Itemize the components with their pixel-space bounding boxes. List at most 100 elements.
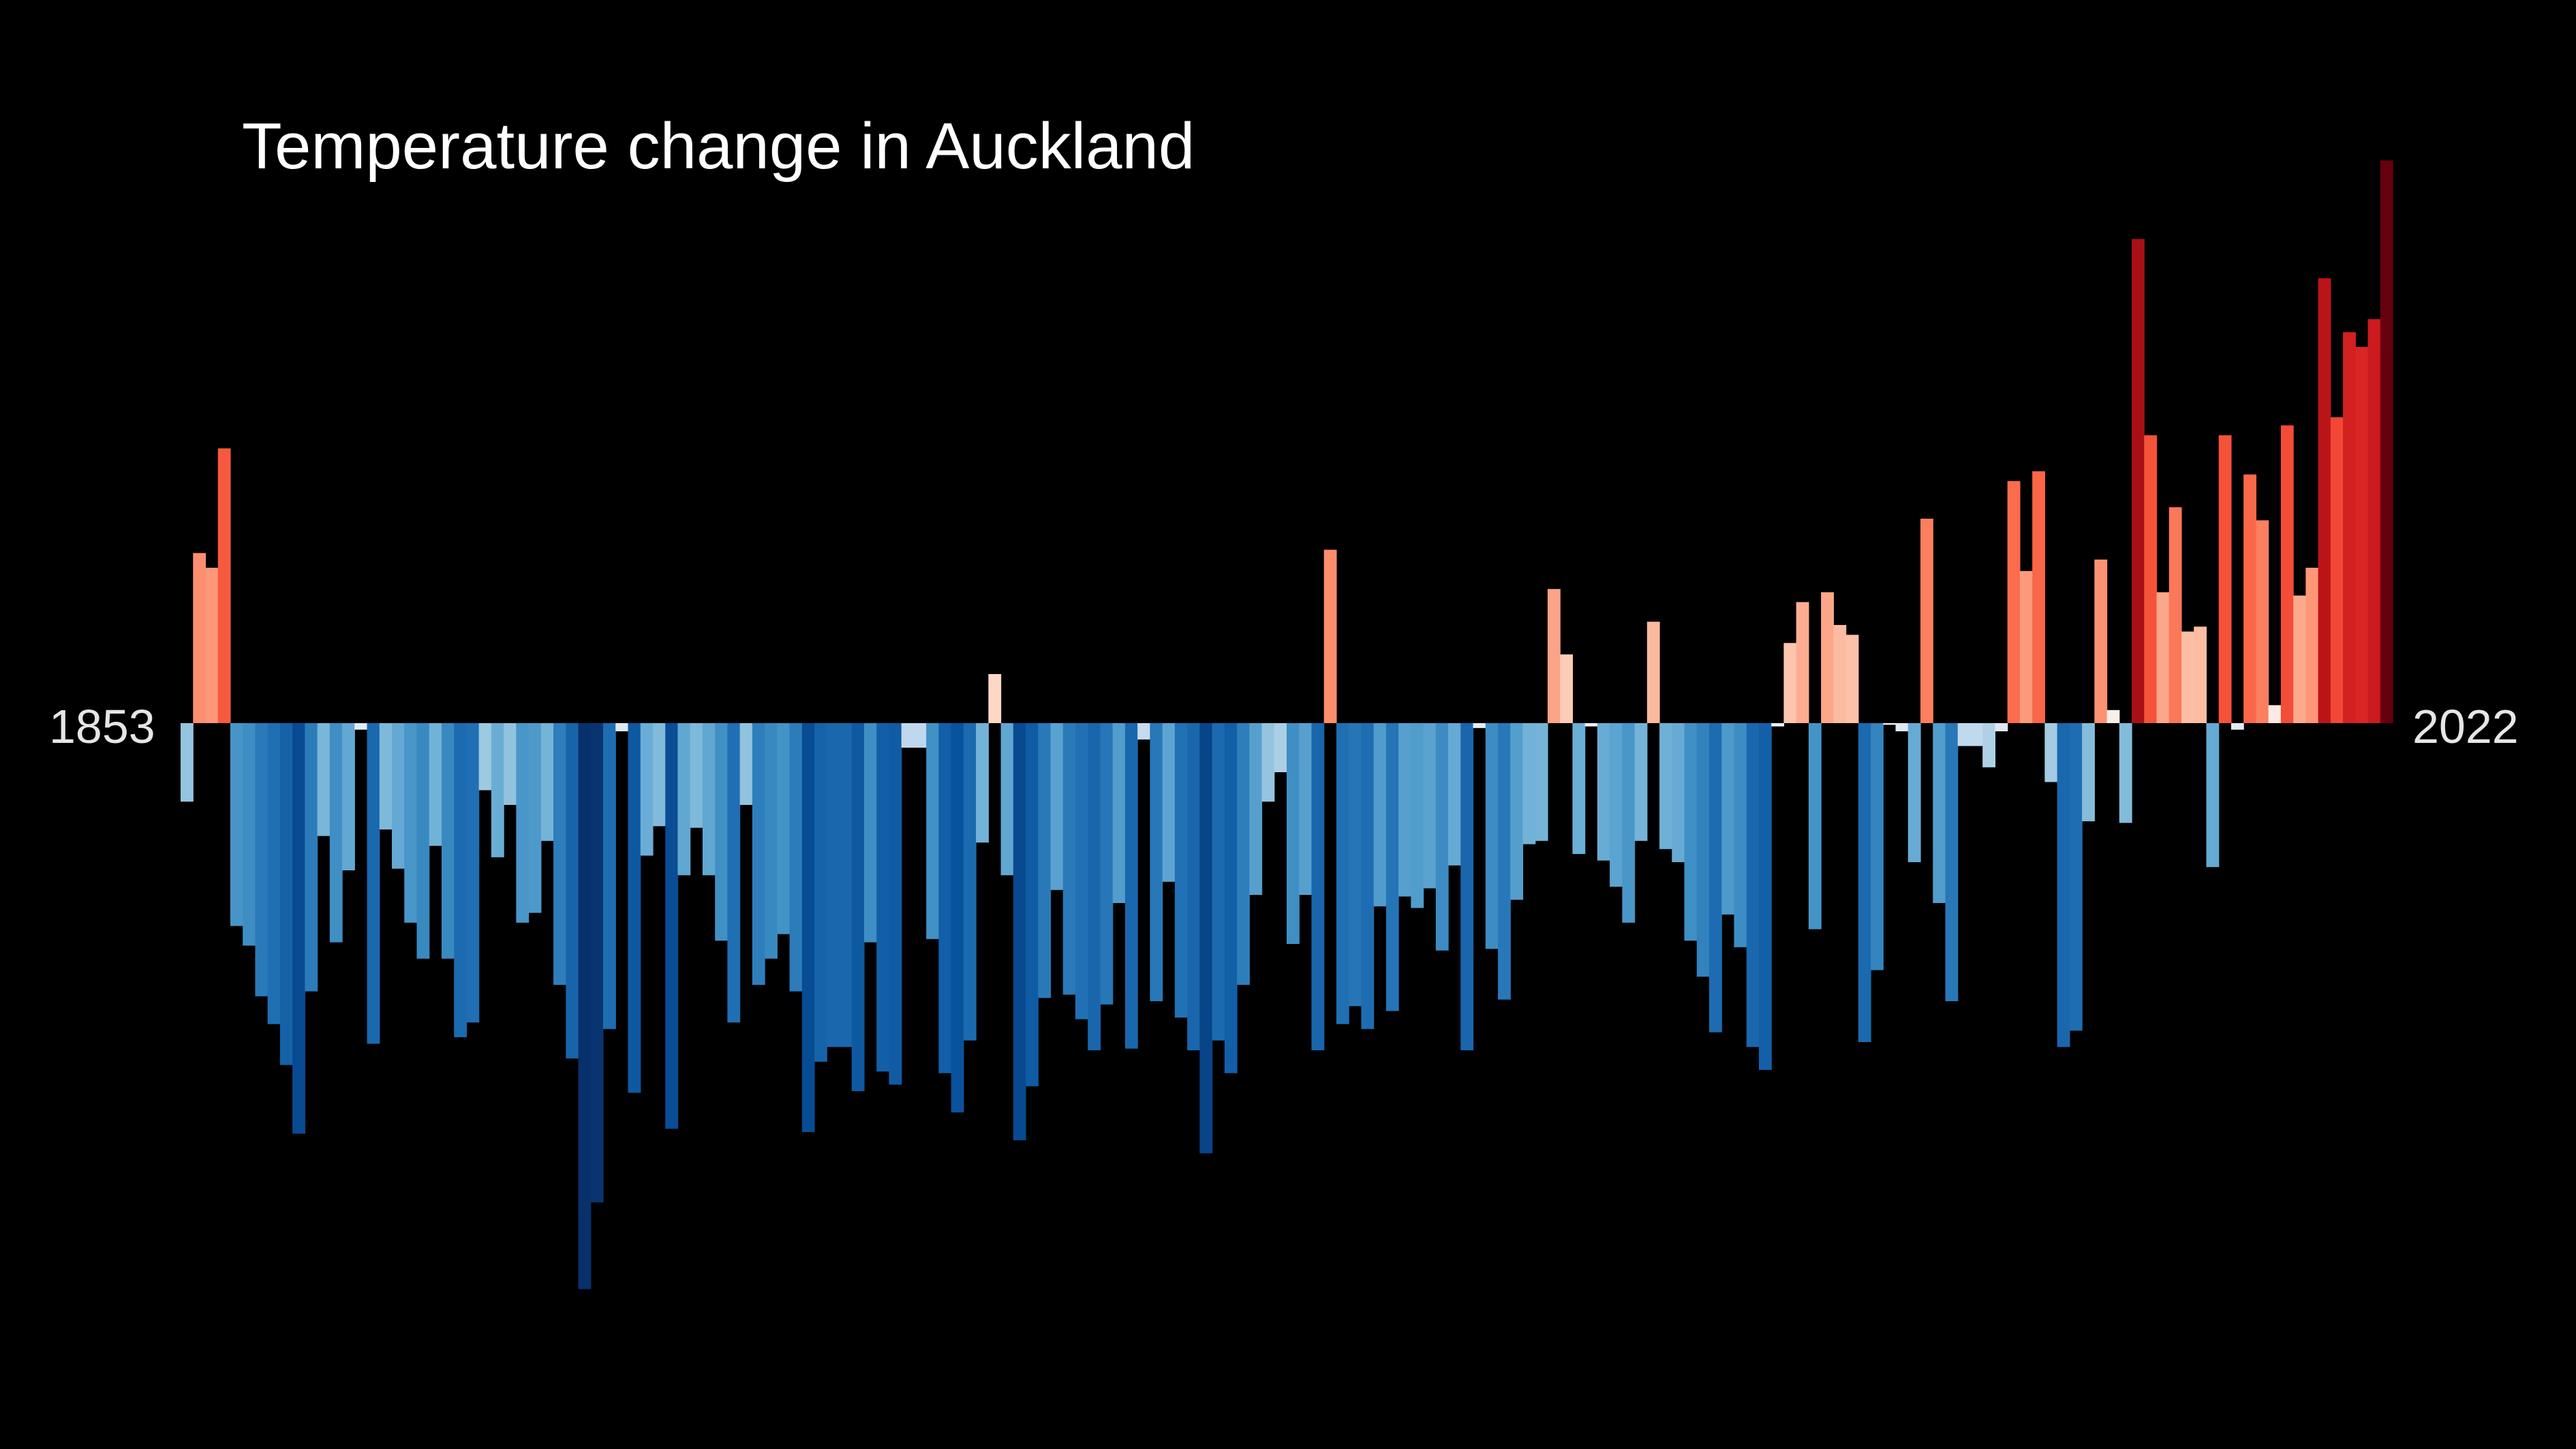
bar-1999 xyxy=(1995,723,2008,731)
bar-1913 xyxy=(926,723,939,939)
bar-1873 xyxy=(429,723,442,846)
bar-1897 xyxy=(727,723,741,1023)
bar-1858 xyxy=(243,723,256,946)
bar-2030 xyxy=(2380,160,2393,723)
bar-2003 xyxy=(2044,723,2058,782)
bar-1903 xyxy=(801,723,815,1132)
bar-2021 xyxy=(2268,705,2282,723)
bar-1981 xyxy=(1771,723,1785,727)
bar-1949 xyxy=(1373,723,1387,906)
bar-1869 xyxy=(379,723,393,829)
bar-1925 xyxy=(1075,723,1088,1020)
bar-1859 xyxy=(255,723,269,996)
bar-1984 xyxy=(1808,723,1822,930)
bar-1890 xyxy=(640,723,654,856)
bar-1968 xyxy=(1610,723,1623,887)
bar-1871 xyxy=(404,723,418,923)
bar-1963 xyxy=(1547,589,1561,723)
bar-1928 xyxy=(1112,723,1126,903)
bar-1978 xyxy=(1734,723,1747,947)
bar-2015 xyxy=(2194,626,2207,723)
bar-1961 xyxy=(1522,723,1536,844)
bar-2008 xyxy=(2106,710,2120,723)
bar-1920 xyxy=(1013,723,1026,1140)
bar-1854 xyxy=(193,553,206,723)
bar-2028 xyxy=(2355,347,2369,723)
chart-title: Temperature change in Auckland xyxy=(242,110,1195,183)
bar-1977 xyxy=(1721,723,1735,915)
bar-1996 xyxy=(1957,723,1971,746)
bar-1998 xyxy=(1982,723,1996,767)
bar-1904 xyxy=(814,723,827,1062)
bar-1918 xyxy=(988,674,1002,723)
bar-1982 xyxy=(1783,643,1797,723)
bar-1898 xyxy=(739,723,753,805)
bar-1971 xyxy=(1646,622,1660,723)
bar-1941 xyxy=(1274,723,1287,772)
bar-2018 xyxy=(2230,723,2244,730)
bar-1940 xyxy=(1261,723,1275,802)
bar-1901 xyxy=(777,723,791,934)
bar-1853 xyxy=(181,723,194,802)
bar-1902 xyxy=(789,723,803,992)
bar-1956 xyxy=(1460,723,1474,1050)
bar-2022 xyxy=(2280,425,2294,723)
bar-1989 xyxy=(1871,723,1884,971)
bar-1884 xyxy=(566,723,579,1058)
bar-1880 xyxy=(516,723,530,923)
bar-1860 xyxy=(267,723,281,1024)
bar-2006 xyxy=(2082,723,2095,821)
bar-1905 xyxy=(827,723,840,1048)
bar-1856 xyxy=(217,448,231,723)
bar-1934 xyxy=(1187,723,1200,1050)
bar-1991 xyxy=(1895,723,1909,731)
bar-1876 xyxy=(466,723,480,1023)
bar-1974 xyxy=(1684,723,1698,941)
bar-2019 xyxy=(2243,474,2257,723)
bar-1862 xyxy=(292,723,305,1134)
bar-1875 xyxy=(454,723,467,1037)
bar-2011 xyxy=(2144,435,2158,723)
bar-1863 xyxy=(305,723,318,992)
bar-2023 xyxy=(2293,595,2306,723)
bar-1912 xyxy=(913,723,927,748)
bar-1946 xyxy=(1336,723,1349,1024)
bar-1857 xyxy=(230,723,243,926)
bar-1895 xyxy=(702,723,716,876)
bar-1975 xyxy=(1696,723,1710,977)
bar-1878 xyxy=(491,723,504,857)
bar-1926 xyxy=(1088,723,1101,1050)
bar-1888 xyxy=(615,723,629,731)
bar-1960 xyxy=(1510,723,1524,900)
bar-1965 xyxy=(1572,723,1586,854)
bars-group xyxy=(181,160,2393,1290)
bar-1985 xyxy=(1821,592,1834,723)
bar-1874 xyxy=(441,723,455,959)
bar-1892 xyxy=(665,723,679,1129)
bar-1866 xyxy=(342,723,355,870)
bar-1924 xyxy=(1062,723,1076,995)
bar-1958 xyxy=(1485,723,1499,949)
bar-1976 xyxy=(1709,723,1722,1033)
bar-1988 xyxy=(1858,723,1871,1042)
bar-1947 xyxy=(1349,723,1362,1007)
bar-1872 xyxy=(416,723,430,959)
bar-1881 xyxy=(528,723,542,913)
bar-1980 xyxy=(1758,723,1772,1070)
bar-1911 xyxy=(901,723,915,748)
bar-1900 xyxy=(765,723,778,959)
bar-2002 xyxy=(2032,471,2045,723)
bar-2004 xyxy=(2057,723,2070,1048)
bar-1936 xyxy=(1212,723,1225,1041)
bar-2010 xyxy=(2132,239,2145,724)
bar-1953 xyxy=(1423,723,1437,889)
bar-1882 xyxy=(540,723,554,841)
bar-2020 xyxy=(2256,520,2269,723)
bar-1957 xyxy=(1473,723,1486,729)
bar-1855 xyxy=(205,568,219,723)
bar-1966 xyxy=(1584,723,1598,727)
bar-1951 xyxy=(1398,723,1411,897)
bar-1927 xyxy=(1100,723,1114,1005)
bar-1948 xyxy=(1361,723,1375,1029)
